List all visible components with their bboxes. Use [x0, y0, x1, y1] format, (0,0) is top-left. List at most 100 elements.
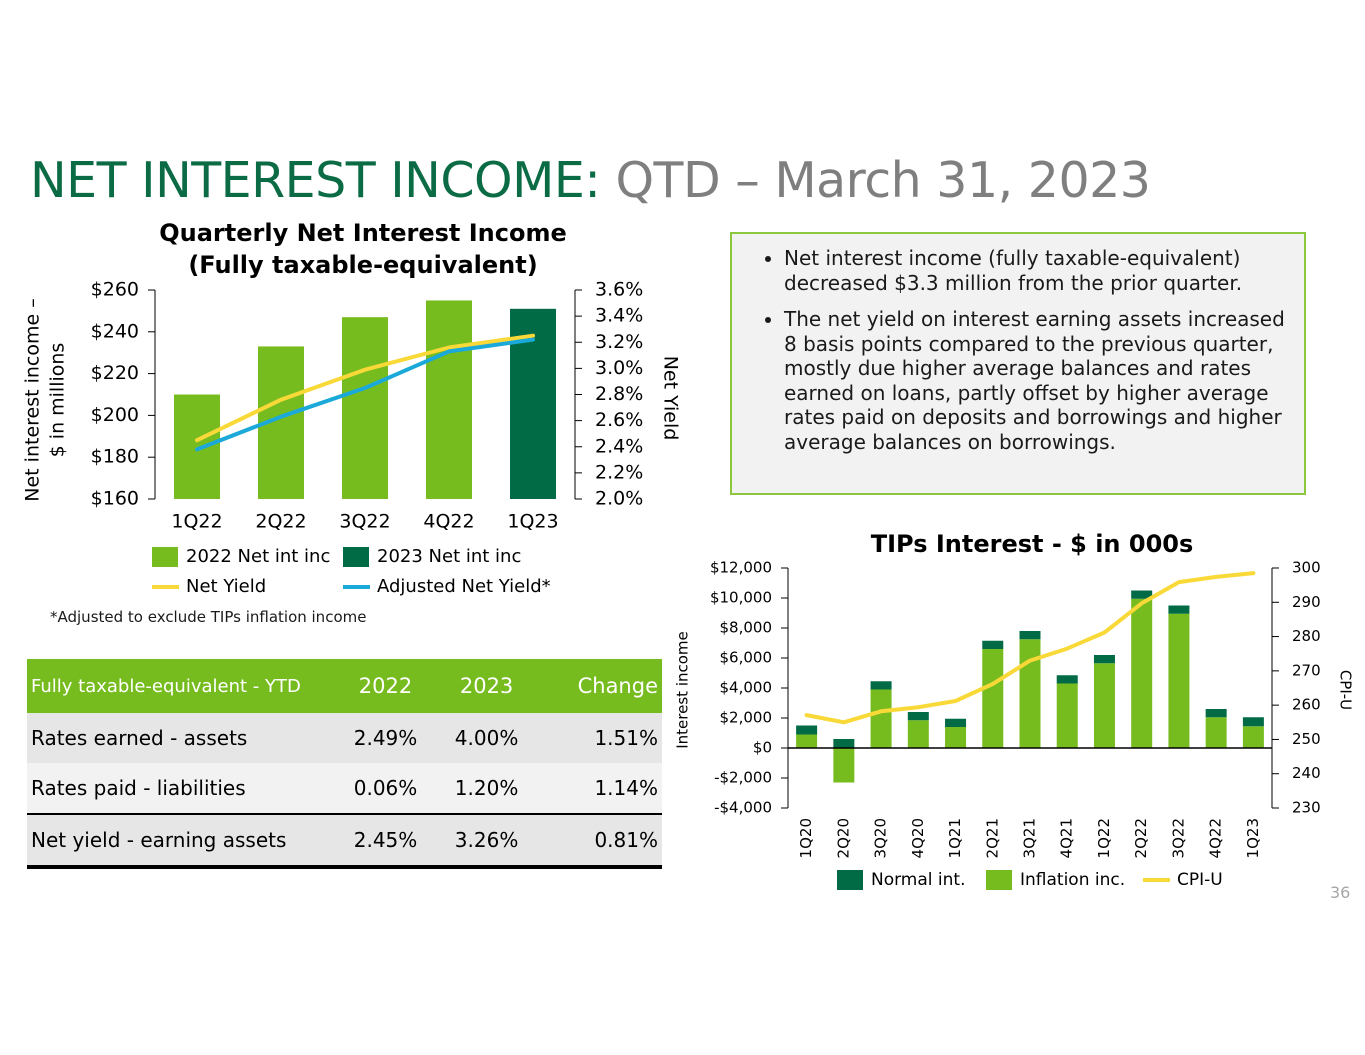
bar	[945, 718, 967, 727]
bar	[1093, 663, 1115, 748]
title-main: NET INTEREST INCOME:	[30, 152, 601, 209]
x-tick-label: 3Q22	[339, 511, 390, 533]
legend-label: Inflation inc.	[1020, 870, 1125, 890]
bar	[342, 317, 388, 499]
bar	[796, 725, 818, 735]
legend-swatch	[986, 870, 1012, 890]
table-body: Rates earned - assets 2.49% 4.00% 1.51% Rate…	[27, 713, 662, 869]
bar	[1205, 709, 1227, 718]
chart-subtitle: (Fully taxable-equivalent)	[188, 251, 537, 279]
y2-tick-label: 2.6%	[595, 409, 643, 431]
bar	[1056, 675, 1078, 684]
chart-title: TIPs Interest - $ in 000s	[871, 530, 1194, 558]
bar	[982, 640, 1004, 649]
table-row: Net yield - earning assets 2.45% 3.26% 0.81…	[27, 813, 662, 869]
y2-tick-label: 3.2%	[595, 331, 643, 353]
x-tick-label: 1Q23	[1244, 818, 1262, 858]
chart-title: Quarterly Net Interest Income	[159, 219, 567, 247]
y2-tick-label: 300	[1292, 559, 1321, 577]
bar	[174, 394, 220, 499]
bar	[1019, 639, 1041, 748]
cell: 1.51%	[537, 713, 662, 763]
y-tick-label: -$2,000	[714, 769, 772, 787]
y2-tick-label: 250	[1292, 730, 1321, 748]
bar	[1131, 598, 1153, 748]
y2-tick-label: 3.0%	[595, 357, 643, 379]
bullet: The net yield on interest earning assets…	[784, 307, 1290, 454]
legend-label: Net Yield	[186, 576, 266, 597]
bar	[1205, 717, 1227, 748]
legend-label: 2022 Net int inc	[186, 546, 330, 567]
header-cell: Fully taxable-equivalent - YTD	[27, 659, 335, 713]
table-header: Fully taxable-equivalent - YTD 2022 2023 Ch…	[27, 659, 662, 713]
line-series	[804, 571, 1256, 725]
bar	[796, 734, 818, 748]
x-tick-label: 4Q22	[423, 511, 474, 533]
x-tick-label: 1Q21	[946, 818, 964, 858]
bar	[907, 720, 929, 748]
cell: 1.14%	[537, 763, 662, 814]
cell: Net yield - earning assets	[27, 813, 335, 869]
table-row: Rates earned - assets 2.49% 4.00% 1.51%	[27, 713, 662, 763]
bar	[982, 649, 1004, 748]
y2-tick-label: 270	[1292, 661, 1321, 679]
x-tick-label: 3Q21	[1021, 818, 1039, 858]
y2-tick-label: 2.8%	[595, 383, 643, 405]
header-cell: 2022	[335, 659, 437, 713]
footnote: *Adjusted to exclude TIPs inflation inco…	[50, 608, 367, 626]
y-tick-label: $8,000	[720, 619, 773, 637]
header-cell: 2023	[436, 659, 538, 713]
y-axis-label: Net interest income –	[22, 298, 44, 501]
bar	[870, 681, 892, 690]
cell: Rates paid - liabilities	[27, 763, 335, 814]
y-tick-label: $10,000	[710, 589, 772, 607]
title-sub: QTD – March 31, 2023	[615, 152, 1151, 209]
cell: 3.26%	[436, 813, 538, 869]
bar	[945, 727, 967, 748]
y2-tick-label: 260	[1292, 696, 1321, 714]
y-tick-label: $0	[753, 739, 772, 757]
x-tick-label: 2Q20	[834, 818, 852, 858]
cell: 0.06%	[335, 763, 437, 814]
legend-label: Adjusted Net Yield*	[377, 576, 551, 597]
bar	[1093, 655, 1115, 664]
bar	[1056, 683, 1078, 748]
y2-tick-label: 290	[1292, 593, 1321, 611]
y-tick-label: $180	[91, 446, 139, 468]
y2-tick-label: 230	[1292, 799, 1321, 817]
table-row: Rates paid - liabilities 0.06% 1.20% 1.14%	[27, 763, 662, 814]
x-tick-label: 2Q22	[1132, 818, 1150, 858]
y2-tick-label: 280	[1292, 627, 1321, 645]
y-tick-label: $240	[91, 320, 139, 342]
bar	[833, 739, 855, 748]
bar	[833, 748, 855, 783]
y-tick-label: $2,000	[720, 709, 773, 727]
legend-swatch	[837, 870, 863, 890]
x-tick-label: 2Q21	[983, 818, 1001, 858]
bar	[1168, 605, 1190, 614]
commentary-box: Net interest income (fully taxable-equiv…	[730, 232, 1306, 495]
x-tick-label: 1Q20	[797, 818, 815, 858]
x-tick-label: 2Q22	[255, 511, 306, 533]
y2-axis-label: CPI-U	[1337, 670, 1355, 710]
bar	[1242, 717, 1264, 727]
bar	[1131, 590, 1153, 599]
cell: 2.49%	[335, 713, 437, 763]
yield-table: Fully taxable-equivalent - YTD 2022 2023 Ch…	[27, 659, 662, 869]
y2-tick-label: 3.6%	[595, 279, 643, 301]
bullet: Net interest income (fully taxable-equiv…	[784, 246, 1290, 295]
y-tick-label: $220	[91, 362, 139, 384]
cell: 4.00%	[436, 713, 538, 763]
legend-swatch	[152, 547, 178, 567]
line-series	[195, 333, 535, 443]
y2-tick-label: 3.4%	[595, 305, 643, 327]
line-series	[195, 337, 535, 452]
bar	[907, 712, 929, 721]
x-tick-label: 1Q22	[1095, 818, 1113, 858]
y-tick-label: $160	[91, 488, 139, 510]
y2-tick-label: 2.4%	[595, 435, 643, 457]
legend-label: 2023 Net int inc	[377, 546, 521, 567]
legend-label: Normal int.	[871, 870, 965, 890]
